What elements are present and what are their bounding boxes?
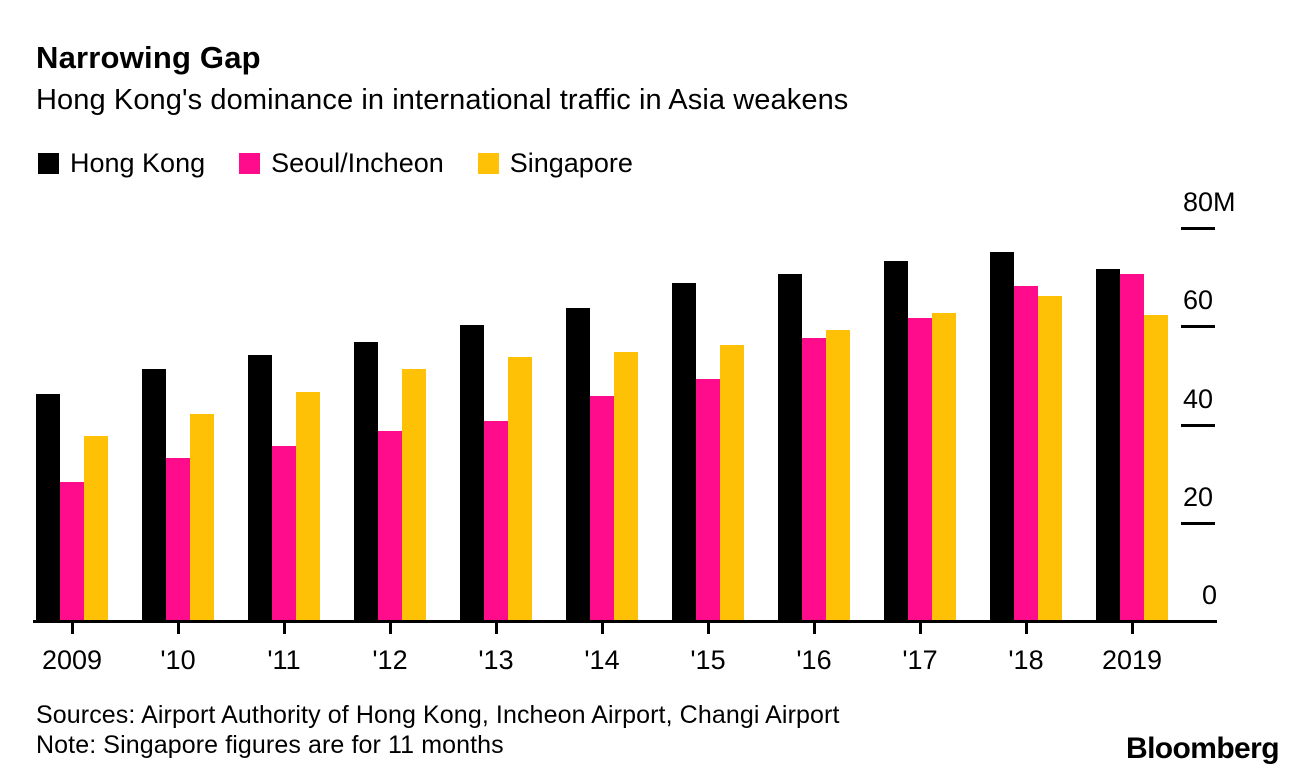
bar-hong-kong-14 [566,308,590,620]
x-axis-label-2019: 2019 [1101,645,1163,675]
bar-seoul-incheon-16 [802,338,826,620]
bar-hong-kong-18 [990,252,1014,620]
x-axis-tick [919,623,922,634]
bar-singapore-14 [614,352,638,620]
bar-group-16: '16 [778,0,850,675]
bar-hong-kong-15 [672,283,696,620]
bar-hong-kong-17 [884,261,908,620]
bar-hong-kong-10 [142,369,166,620]
bar-group-10: '10 [142,0,214,675]
note-text: Note: Singapore figures are for 11 month… [36,731,504,759]
x-axis-label-15: '15 [690,645,726,675]
bar-singapore-18 [1038,296,1062,620]
x-axis-tick [495,623,498,634]
y-axis-label-40: 40 [1183,384,1214,414]
bar-seoul-incheon-2009 [60,482,84,620]
legend-swatch-singapore [477,153,499,174]
y-axis-label-20: 20 [1183,482,1214,512]
x-axis-tick [71,623,74,634]
bar-singapore-15 [720,345,744,620]
x-axis-label-17: '17 [902,645,938,675]
bar-seoul-incheon-15 [696,379,720,620]
y-axis-tick-60 [1181,325,1215,328]
x-axis-label-16: '16 [796,645,832,675]
bar-seoul-incheon-14 [590,396,614,620]
bar-hong-kong-13 [460,325,484,620]
sources-text: Sources: Airport Authority of Hong Kong,… [36,701,840,729]
legend-swatch-seoul-incheon [239,153,261,174]
legend-swatch-hong-kong [38,153,59,174]
y-axis-tick-20 [1181,522,1215,525]
bar-singapore-10 [190,414,214,620]
x-axis-tick [283,623,286,634]
plot-area: 2009 '10 '11 '12 '13 '14 '15 '16 '17 '18 2019 [36,0,1168,675]
bar-seoul-incheon-17 [908,318,932,620]
bar-singapore-13 [508,357,532,620]
bar-singapore-2019 [1144,315,1168,620]
bar-singapore-12 [402,369,426,620]
legend-label: Singapore [509,148,633,178]
y-axis-tick-40 [1181,424,1215,427]
x-axis-tick [389,623,392,634]
bar-seoul-incheon-2019 [1120,274,1144,620]
legend: Hong Kong Seoul/Incheon Singapore [38,150,633,177]
bar-group-12: '12 [354,0,426,675]
bar-seoul-incheon-12 [378,431,402,620]
bar-group-2019: 2019 [1096,0,1168,675]
bar-hong-kong-12 [354,342,378,620]
bar-group-11: '11 [248,0,320,675]
bar-singapore-16 [826,330,850,620]
x-axis-label-14: '14 [584,645,620,675]
bar-seoul-incheon-11 [272,446,296,620]
chart-title: Narrowing Gap [36,40,261,75]
bar-seoul-incheon-13 [484,421,508,620]
y-axis-label-60: 60 [1183,285,1214,315]
chart-subtitle: Hong Kong's dominance in international t… [36,84,849,116]
legend-item-seoul-incheon: Seoul/Incheon [239,150,444,177]
legend-item-singapore: Singapore [477,148,633,178]
x-axis-tick [601,623,604,634]
legend-label: Hong Kong [70,148,206,178]
legend-item-hong-kong: Hong Kong [38,150,205,177]
x-axis-tick [813,623,816,634]
x-axis-label-12: '12 [372,645,408,675]
bar-seoul-incheon-10 [166,458,190,620]
x-axis-label-13: '13 [478,645,514,675]
x-axis-label-2009: 2009 [41,645,103,675]
x-axis-tick [1131,623,1134,634]
x-axis-label-11: '11 [267,645,301,675]
bar-group-13: '13 [460,0,532,675]
bar-group-2009: 2009 [36,0,108,675]
bloomberg-logo: Bloomberg [1126,732,1280,765]
y-axis-tick-80 [1181,227,1215,230]
bar-group-17: '17 [884,0,956,675]
bar-hong-kong-11 [248,355,272,620]
legend-label: Seoul/Incheon [271,148,444,178]
x-axis-label-10: '10 [160,645,196,675]
bar-seoul-incheon-18 [1014,286,1038,620]
bar-hong-kong-16 [778,274,802,620]
x-axis-tick [177,623,180,634]
bar-singapore-11 [296,392,320,620]
x-axis-line [33,620,1217,623]
bar-singapore-2009 [84,436,108,620]
bar-hong-kong-2009 [36,394,60,620]
bar-group-14: '14 [566,0,638,675]
x-axis-label-18: '18 [1008,645,1044,675]
bar-group-18: '18 [990,0,1062,675]
bar-hong-kong-2019 [1096,269,1120,620]
x-axis-tick [707,623,710,634]
x-axis-tick [1025,623,1028,634]
bar-singapore-17 [932,313,956,620]
bar-group-15: '15 [672,0,744,675]
y-axis-label-80: 80M [1183,187,1236,217]
y-axis-label-0: 0 [1202,580,1218,610]
